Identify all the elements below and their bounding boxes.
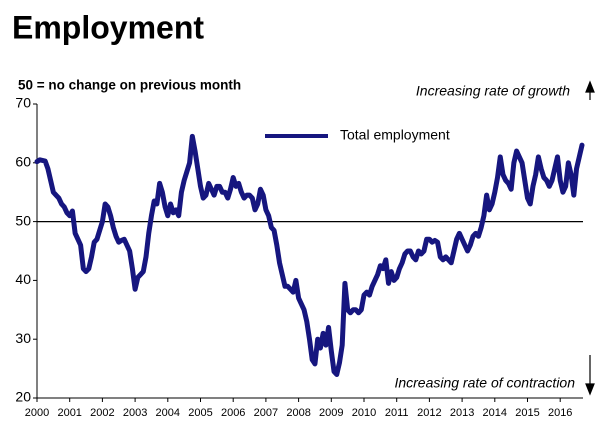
x-tick-label: 2010 xyxy=(352,407,376,419)
chart-subtitle: 50 = no change on previous month xyxy=(18,78,241,93)
y-tick-label: 30 xyxy=(15,330,31,346)
up-arrowhead xyxy=(585,80,595,93)
x-tick-label: 2007 xyxy=(254,407,278,419)
line xyxy=(34,133,585,377)
x-tick-label: 2011 xyxy=(385,407,409,419)
x-tick-label: 2013 xyxy=(450,407,474,419)
x-tick-label: 2016 xyxy=(548,407,572,419)
legend-label: Total employment xyxy=(340,127,450,143)
down-arrowhead xyxy=(585,383,595,396)
x-tick-label: 2002 xyxy=(90,407,114,419)
x-tick-label: 2014 xyxy=(483,407,507,419)
annotation: Increasing rate of growth xyxy=(416,83,570,99)
x-tick-label: 2009 xyxy=(319,407,343,419)
arrows xyxy=(585,80,595,396)
y-tick-label: 50 xyxy=(15,212,31,228)
x-tick-label: 2003 xyxy=(123,407,147,419)
y-tick-label: 40 xyxy=(15,271,31,287)
y-tick-label: 70 xyxy=(15,95,31,111)
y-tick-label: 20 xyxy=(15,389,31,405)
x-tick-label: 2008 xyxy=(286,407,310,419)
x-tick-label: 2001 xyxy=(57,407,81,419)
annotation: Increasing rate of contraction xyxy=(394,375,575,391)
x-tick-label: 2015 xyxy=(515,407,539,419)
x-tick-label: 2004 xyxy=(156,407,180,419)
chart-title: Employment xyxy=(12,9,204,45)
x-tick-label: 2012 xyxy=(417,407,441,419)
x-tick-label: 2006 xyxy=(221,407,245,419)
y-tick-label: 60 xyxy=(15,154,31,170)
x-tick-label: 2000 xyxy=(25,407,49,419)
x-tick-label: 2005 xyxy=(188,407,212,419)
